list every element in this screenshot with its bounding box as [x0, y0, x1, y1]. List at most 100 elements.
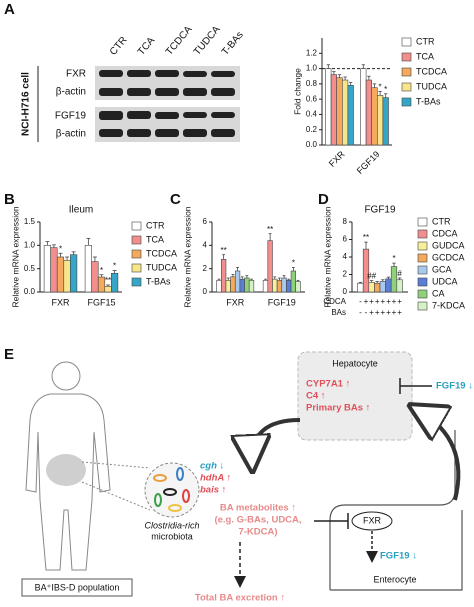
treatment-sign: + — [369, 297, 374, 306]
microbial-gene: hdhA ↑ — [200, 473, 231, 484]
bar — [70, 254, 78, 293]
y-tick-label: 0.8 — [306, 79, 318, 88]
enterocyte-cell — [329, 430, 456, 590]
treatment-sign: + — [364, 297, 369, 306]
significance: ** — [105, 276, 111, 285]
legend-label: CTR — [432, 216, 451, 226]
significance: * — [379, 83, 382, 92]
flow-arrow — [418, 410, 461, 501]
bar — [104, 286, 112, 293]
row-label: β-actin — [56, 87, 86, 98]
significance: * — [292, 259, 295, 268]
x-tick-label: FXR — [52, 297, 71, 307]
bar — [330, 74, 338, 146]
significance: ** — [221, 246, 227, 255]
legend-swatch — [401, 67, 412, 77]
panel-label: D — [318, 191, 329, 208]
bar — [325, 68, 332, 146]
lane-label: T-BAs — [220, 30, 246, 58]
bar — [376, 95, 384, 146]
treatment-sign: + — [386, 308, 391, 317]
hepatocyte-cell — [297, 351, 413, 441]
bar — [382, 97, 389, 146]
bar — [244, 277, 250, 293]
legend-swatch — [417, 277, 428, 287]
legend-label: GCA — [432, 264, 452, 274]
legend-label: T-BAs — [416, 96, 441, 106]
legend-swatch — [417, 241, 428, 251]
y-tick-label: 0.6 — [306, 94, 318, 103]
x-tick-label: FGF19 — [355, 149, 382, 176]
treatment-sign: + — [392, 297, 397, 306]
x-tick-label: FGF15 — [87, 297, 115, 307]
significance: * — [113, 262, 116, 271]
bar — [347, 85, 354, 146]
legend-swatch — [131, 277, 142, 287]
liver-change: CYP7A1 ↑ — [306, 379, 350, 390]
bar — [84, 245, 92, 293]
y-tick-label: 0 — [343, 287, 348, 296]
legend-label: TCA — [416, 51, 434, 61]
significance: * — [384, 85, 387, 94]
cell-line: NCI-H716 cell — [21, 72, 32, 136]
legend-swatch — [401, 97, 412, 107]
significance: * — [392, 254, 395, 263]
bar — [248, 280, 255, 293]
treatment-sign: + — [380, 308, 385, 317]
bar — [221, 259, 227, 293]
legend-swatch — [417, 301, 428, 311]
treatment-sign: - — [359, 297, 362, 306]
y-tick-label: 1.0 — [24, 240, 36, 249]
chart-title: FGF19 — [364, 205, 396, 216]
hepatocyte-label: Hepatocyte — [332, 358, 378, 368]
fxr-node — [351, 511, 393, 531]
microbial-gene: bais ↑ — [200, 485, 226, 496]
panel-label: A — [4, 1, 15, 18]
y-tick-label: 2 — [203, 264, 208, 273]
lane-label: TCA — [136, 35, 157, 58]
bar — [267, 240, 273, 293]
bar — [341, 79, 349, 146]
bar — [230, 276, 236, 293]
legend-label: TCDCA — [416, 66, 447, 76]
y-axis-label: Relative mRNA expression — [182, 206, 192, 307]
legend-label: TUDCA — [146, 262, 177, 272]
significance: # — [397, 269, 402, 278]
population-box — [21, 578, 133, 597]
bar — [111, 273, 119, 293]
significance: ** — [267, 225, 273, 234]
chart-title: Ileum — [69, 205, 93, 216]
diagram: Clostridia-rich microbiota BA⁺IBS-D popu… — [21, 351, 473, 604]
treatment-sign: + — [375, 297, 380, 306]
x-tick-label: FXR — [226, 297, 245, 307]
significance: * — [59, 244, 62, 253]
bar — [43, 245, 51, 293]
legend-swatch — [131, 249, 142, 259]
lane-label: CTR — [108, 35, 130, 58]
bar — [276, 280, 283, 293]
bar — [290, 270, 296, 293]
flow-arrow — [252, 418, 301, 462]
y-tick-label: 0.0 — [24, 287, 36, 296]
bar — [97, 276, 106, 293]
legend-swatch — [417, 289, 428, 299]
legend-label: CTR — [146, 220, 165, 230]
row-label: FGF19 — [55, 111, 87, 122]
ba-metabolites: 7-KDCA) — [238, 527, 277, 538]
bar — [390, 266, 398, 293]
bar — [385, 278, 392, 293]
y-axis-label: Relative mRNA expression — [10, 206, 20, 307]
legend-label: CTR — [416, 36, 435, 46]
treatment-sign: + — [369, 308, 374, 317]
legend-swatch — [131, 263, 142, 273]
bar — [360, 68, 367, 146]
legend-label: T-BAs — [146, 276, 171, 286]
bar — [365, 79, 373, 146]
enterocyte-cell — [330, 510, 463, 591]
treatment-sign: + — [392, 308, 397, 317]
bar — [396, 279, 403, 293]
bar — [286, 280, 292, 293]
treatment-sign: - — [365, 308, 368, 317]
bar — [239, 278, 245, 293]
